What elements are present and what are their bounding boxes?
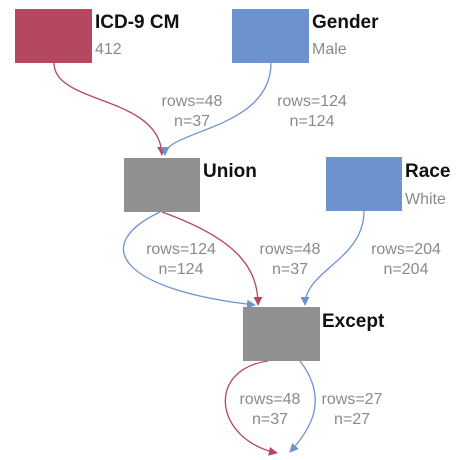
edge-except-out-blue-n: n=27 xyxy=(334,411,370,428)
edge-icd-to-union-n: n=37 xyxy=(174,113,210,130)
edge-race-to-except-rows: rows=204 xyxy=(371,241,441,258)
node-race-value: White xyxy=(405,191,446,208)
node-gender-label: Gender xyxy=(312,12,379,33)
edge-except-out-blue-rows: rows=27 xyxy=(322,391,383,408)
node-race-box[interactable] xyxy=(326,157,402,211)
edge-union-to-except-blue-n: n=124 xyxy=(159,261,204,278)
edge-union-to-except-red-rows: rows=48 xyxy=(260,241,321,258)
edge-race-to-except[interactable] xyxy=(300,210,365,306)
node-union-box[interactable] xyxy=(124,158,200,212)
node-gender-box[interactable] xyxy=(232,9,309,63)
edge-union-to-except-red-n: n=37 xyxy=(272,261,308,278)
node-icd9-label: ICD-9 CM xyxy=(95,12,179,33)
node-union-label: Union xyxy=(203,161,257,182)
edge-gender-to-union[interactable] xyxy=(160,62,272,156)
node-except-label: Except xyxy=(322,311,385,332)
node-icd9-box[interactable] xyxy=(15,9,92,63)
edge-icd-to-union-rows: rows=48 xyxy=(162,93,223,110)
edge-except-out-red-n: n=37 xyxy=(252,411,288,428)
edge-gender-to-union-n: n=124 xyxy=(290,113,335,130)
node-except-box[interactable] xyxy=(243,307,320,361)
node-gender-value: Male xyxy=(312,41,347,58)
node-icd9-value: 412 xyxy=(95,41,122,58)
node-race-label: Race xyxy=(405,161,450,182)
edge-race-to-except-n: n=204 xyxy=(384,261,429,278)
edge-union-to-except-red[interactable] xyxy=(161,211,263,306)
edge-except-out-red-rows: rows=48 xyxy=(240,391,301,408)
edge-union-to-except-blue-rows: rows=124 xyxy=(146,241,216,258)
edge-union-to-except-blue[interactable] xyxy=(122,211,256,309)
edge-except-out-red[interactable] xyxy=(224,360,278,456)
edge-except-out-blue[interactable] xyxy=(289,360,316,453)
edge-gender-to-union-rows: rows=124 xyxy=(277,93,347,110)
edge-icd-to-union[interactable] xyxy=(53,62,167,156)
